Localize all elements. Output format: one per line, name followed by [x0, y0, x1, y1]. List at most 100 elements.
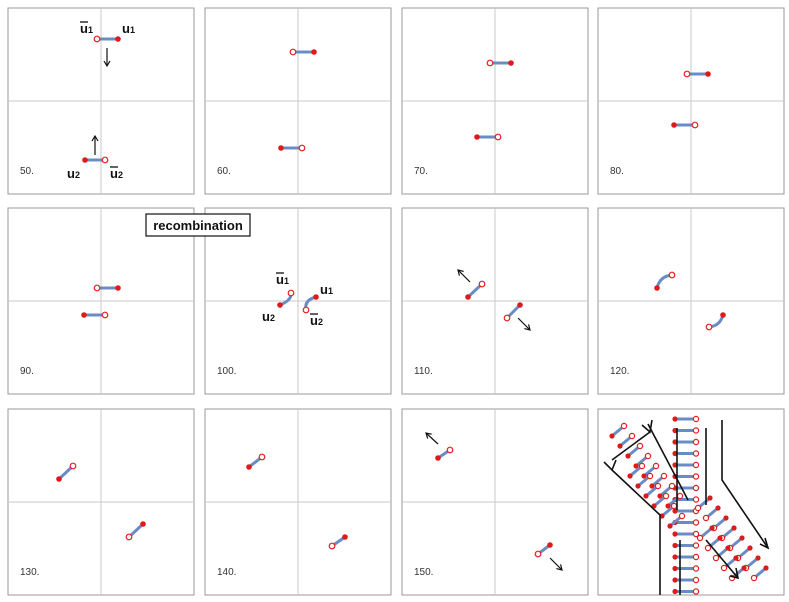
antiparticle	[720, 564, 728, 572]
panel-7: 110.	[414, 269, 531, 377]
particle	[474, 134, 480, 140]
antiparticle	[646, 472, 654, 480]
particle	[627, 473, 633, 479]
step-label: 70.	[414, 166, 428, 177]
panel-10: 140.	[217, 453, 348, 578]
particle	[715, 505, 721, 511]
particle	[672, 416, 678, 422]
particle	[81, 312, 87, 318]
antiparticle	[636, 442, 644, 450]
particle	[755, 555, 761, 561]
antiparticle	[678, 512, 686, 520]
field-label: u1	[276, 272, 289, 287]
antiparticle	[69, 462, 77, 470]
step-label: 90.	[20, 366, 34, 377]
antiparticle	[683, 70, 691, 78]
antiparticle	[692, 542, 700, 549]
arrowhead	[556, 564, 563, 571]
antiparticle	[750, 574, 758, 582]
particle	[641, 473, 647, 479]
particle	[625, 453, 631, 459]
particle	[671, 122, 677, 128]
step-label: 120.	[610, 366, 629, 377]
antiparticle	[676, 492, 684, 500]
particle	[115, 36, 121, 42]
antiparticle	[692, 519, 700, 526]
recombination-label: recombination	[145, 213, 251, 237]
particle	[435, 455, 441, 461]
particle	[672, 554, 678, 560]
antiparticle	[654, 482, 662, 490]
antiparticle	[692, 576, 700, 584]
particle	[609, 433, 615, 439]
antiparticle	[125, 533, 133, 541]
antiparticle	[287, 289, 295, 297]
trajectory-line	[705, 539, 739, 579]
particle	[672, 542, 678, 549]
antiparticle	[691, 121, 699, 129]
step-label: 100.	[217, 366, 236, 377]
panel-6: 100. u1 u1 u2 u2	[217, 272, 333, 377]
panel-9: 130.	[20, 462, 146, 578]
field-label: u2	[110, 166, 123, 181]
particle	[617, 443, 623, 449]
antiparticle	[704, 544, 712, 552]
antiparticle	[494, 133, 502, 141]
particle	[667, 523, 673, 529]
antiparticle	[668, 271, 676, 279]
antiparticle	[660, 472, 668, 480]
particle	[707, 495, 713, 501]
motion-arrow	[517, 317, 531, 331]
step-label: 110.	[414, 366, 433, 377]
antiparticle	[101, 156, 109, 164]
particle	[672, 531, 678, 537]
antiparticle	[662, 492, 670, 500]
antiparticle	[705, 323, 713, 331]
particle	[547, 542, 553, 548]
recombination-text: recombination	[153, 218, 243, 233]
particle	[278, 145, 284, 151]
antiparticle	[298, 144, 306, 152]
particle	[731, 525, 737, 531]
panel-3: 70.	[414, 59, 514, 177]
particle	[246, 464, 252, 470]
summary-panel	[603, 415, 770, 595]
antiparticle	[692, 473, 700, 480]
trajectory-line	[721, 420, 769, 549]
particle	[741, 565, 747, 571]
antiparticle	[328, 542, 336, 550]
panel-1: 50. u1 u1 u2 u2	[20, 21, 135, 181]
motion-arrow	[425, 432, 439, 445]
antiparticle	[692, 496, 700, 503]
particle	[140, 521, 146, 527]
antiparticle	[93, 284, 101, 292]
antiparticle	[644, 452, 652, 460]
arrowhead	[91, 134, 99, 142]
particle	[465, 294, 471, 300]
particle	[725, 545, 731, 551]
particle	[747, 545, 753, 551]
particle	[672, 588, 678, 595]
step-label: 80.	[610, 166, 624, 177]
antiparticle	[692, 450, 700, 457]
panel-8: 120.	[610, 271, 726, 377]
particle	[115, 285, 121, 291]
trajectory-line	[611, 431, 651, 461]
particle	[709, 525, 715, 531]
step-label: 140.	[217, 567, 236, 578]
antiparticle	[289, 48, 297, 56]
antiparticle	[692, 484, 700, 492]
antiparticle	[638, 462, 646, 470]
antiparticle	[534, 550, 542, 558]
antiparticle	[692, 530, 700, 538]
trajectory-arrowhead	[603, 459, 617, 472]
field-label: u1	[320, 282, 333, 297]
particle	[723, 515, 729, 521]
trajectory-arrowhead	[759, 537, 770, 550]
particle	[717, 535, 723, 541]
antiparticle	[696, 534, 704, 542]
antiparticle	[478, 280, 486, 288]
particle	[277, 302, 283, 308]
step-label: 50.	[20, 166, 34, 177]
